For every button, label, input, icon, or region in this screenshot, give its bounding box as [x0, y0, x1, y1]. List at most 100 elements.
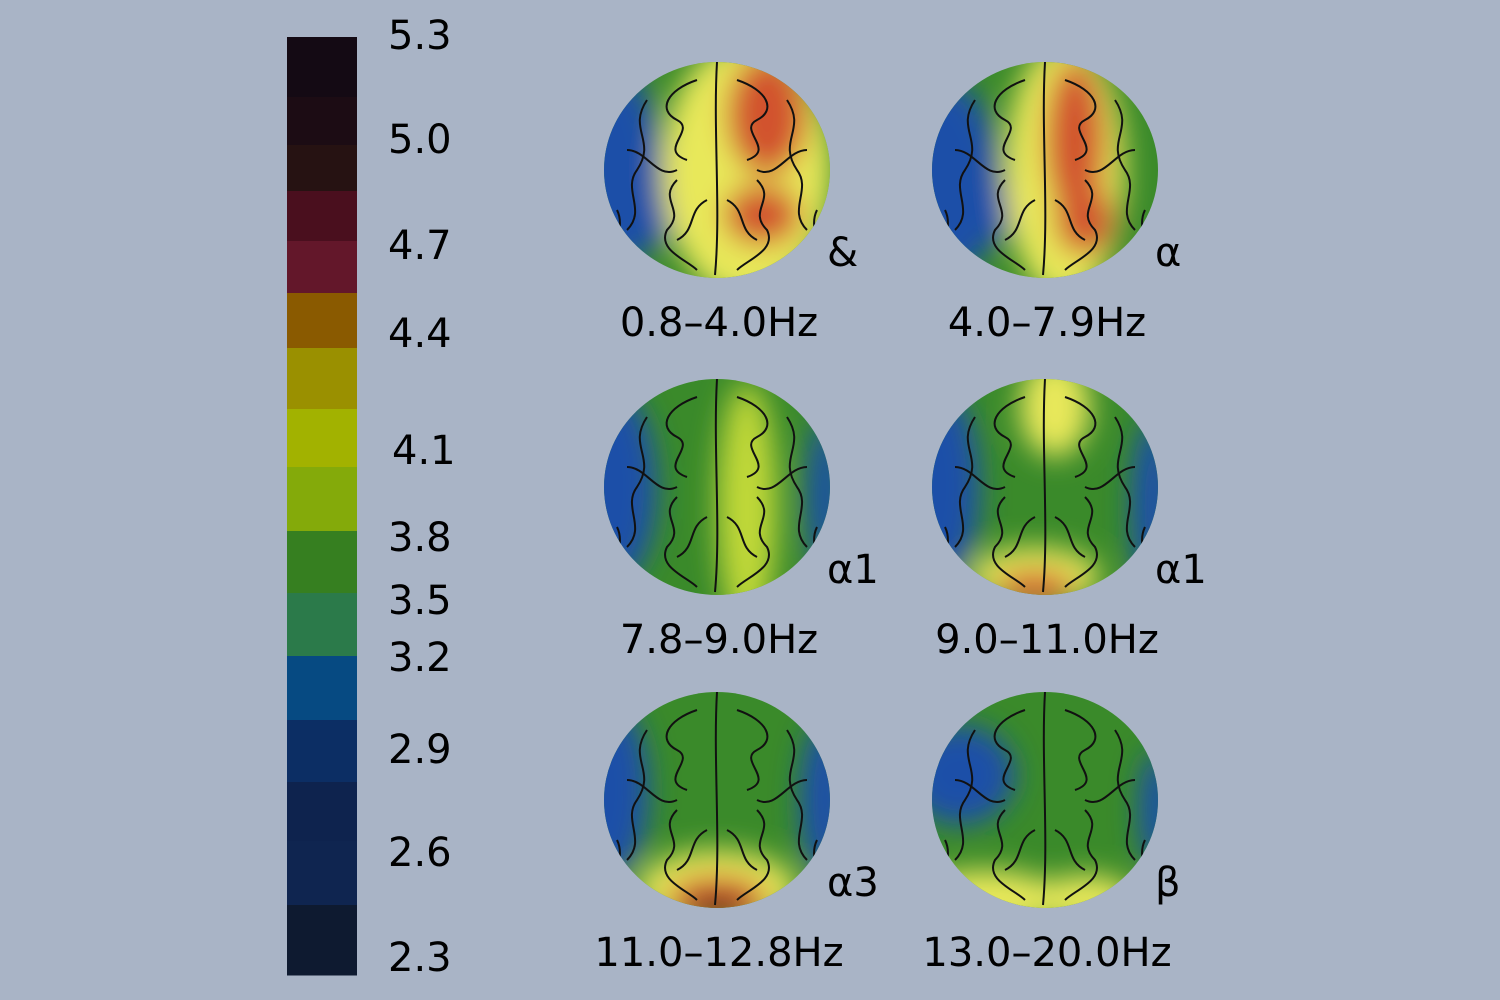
- region: [1139, 750, 1158, 870]
- colorbar-label: 2.3: [388, 935, 452, 981]
- sulcus: [664, 179, 698, 271]
- colorbar-label: 2.6: [388, 830, 452, 876]
- region: [1035, 875, 1135, 908]
- sulcus: [786, 729, 808, 861]
- sulcus: [626, 416, 648, 548]
- topomap-fill: [604, 692, 830, 908]
- region: [687, 898, 747, 908]
- sulcus: [726, 516, 758, 558]
- range-label: 11.0–12.8Hz: [594, 930, 843, 976]
- colorbar-segment: [287, 841, 357, 906]
- band-label: α1: [827, 547, 879, 593]
- topomap-fill: [932, 379, 1158, 595]
- sulcus: [992, 496, 1026, 588]
- colorbar-segment: [287, 145, 357, 192]
- topomap-fill: [932, 692, 1158, 908]
- sulcus: [992, 809, 1026, 901]
- region: [995, 571, 1075, 595]
- band-label: &: [827, 230, 858, 276]
- sulcus: [1114, 729, 1136, 861]
- sulcus: [954, 779, 1006, 803]
- topomap-regions: [604, 62, 830, 278]
- band-label: α1: [1155, 547, 1207, 593]
- region: [800, 720, 830, 880]
- topomap: β 13.0–20.0Hz: [922, 692, 1181, 976]
- range-label: 13.0–20.0Hz: [922, 930, 1171, 976]
- band-label: β: [1155, 860, 1181, 906]
- sulcus: [1084, 779, 1136, 803]
- topomap: α1 9.0–11.0Hz: [932, 379, 1207, 663]
- sulcus: [714, 379, 719, 593]
- sulcus: [1054, 199, 1086, 241]
- colorbar-segment: [287, 531, 357, 594]
- colorbar-segment: [287, 37, 357, 98]
- topomap: α4.0–7.9Hz: [932, 62, 1181, 346]
- sulcus: [664, 809, 698, 901]
- sulcus: [1064, 179, 1098, 271]
- sulcus: [1064, 396, 1097, 478]
- sulcus: [626, 779, 678, 803]
- colorbar-segment: [287, 467, 357, 532]
- sulcus: [1064, 79, 1097, 161]
- sulcus: [993, 396, 1026, 478]
- colorbar-segment: [287, 720, 357, 783]
- topomap-fill: [604, 62, 830, 278]
- sulcus: [665, 79, 698, 161]
- range-label: 7.8–9.0Hz: [620, 617, 818, 663]
- region: [717, 382, 777, 595]
- range-label: 9.0–11.0Hz: [935, 617, 1159, 663]
- region: [807, 417, 830, 577]
- band-label: α: [1155, 230, 1181, 276]
- sulcus: [736, 809, 770, 901]
- topomap-fill: [932, 62, 1158, 278]
- sulcus: [676, 516, 708, 558]
- colorbar-segment: [287, 656, 357, 721]
- colorbar-segment: [287, 348, 357, 410]
- sulcus: [1054, 516, 1086, 558]
- sulcus: [1004, 516, 1036, 558]
- region: [727, 62, 807, 175]
- sulcus: [726, 829, 758, 871]
- sulcus: [1042, 379, 1047, 593]
- sulcus: [1004, 199, 1036, 241]
- range-label: 0.8–4.0Hz: [620, 300, 818, 346]
- sulcus: [954, 149, 1006, 173]
- sulcus: [756, 149, 808, 173]
- sulcus: [626, 99, 648, 231]
- sulcus: [726, 199, 758, 241]
- colorbar-label: 5.0: [388, 117, 452, 163]
- topomap: &0.8–4.0Hz: [604, 62, 858, 346]
- colorbar-label: 4.1: [392, 428, 456, 474]
- sulcus: [626, 149, 678, 173]
- sulcus: [1004, 829, 1036, 871]
- colorbar-label: 4.7: [388, 223, 452, 269]
- band-label: α3: [827, 860, 879, 906]
- sulcus: [954, 729, 976, 861]
- sulcus: [714, 62, 719, 276]
- sulcus: [1084, 149, 1136, 173]
- sulcus: [714, 692, 719, 906]
- map-grid: &0.8–4.0Hzα4.0–7.9Hzα17.8–9.0Hzα19.0–11.…: [594, 62, 1207, 976]
- sulcus: [954, 466, 1006, 490]
- sulcus: [664, 496, 698, 588]
- colorbar-segment: [287, 409, 357, 468]
- sulcus: [992, 179, 1026, 271]
- sulcus: [1054, 829, 1086, 871]
- colorbar-segment: [287, 593, 357, 657]
- sulcus: [736, 396, 769, 478]
- topomap-fill: [604, 379, 830, 595]
- sulcus: [1064, 809, 1098, 901]
- colorbar: 5.3 5.0 4.7 4.4 4.1 3.8 3.5 3.2 2.9 2.6 2.3: [287, 13, 456, 981]
- sulcus: [1084, 466, 1136, 490]
- region: [1055, 185, 1115, 255]
- sulcus: [736, 79, 769, 161]
- colorbar-segment: [287, 191, 357, 242]
- sulcus: [676, 199, 708, 241]
- topomap: α3 11.0–12.8Hz: [594, 692, 879, 976]
- sulcus: [665, 709, 698, 791]
- colorbar-label: 4.4: [388, 311, 452, 357]
- region: [932, 387, 980, 587]
- colorbar-label: 3.2: [388, 635, 452, 681]
- colorbar-segment: [287, 905, 357, 976]
